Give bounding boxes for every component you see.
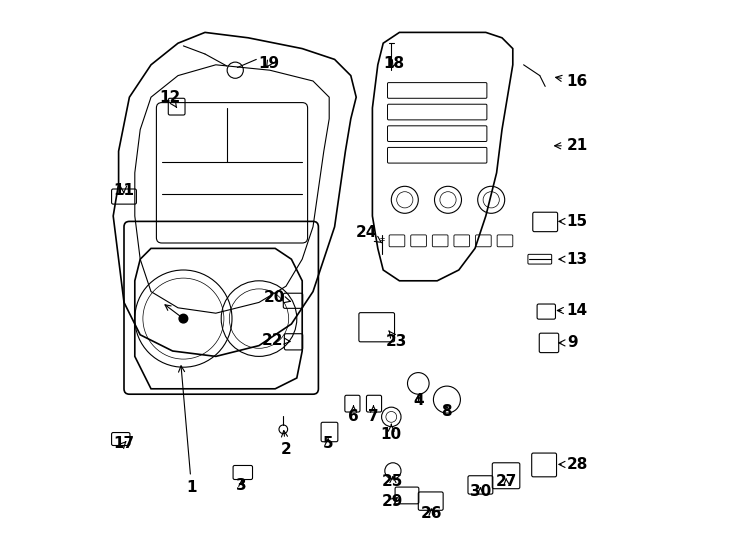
Text: 28: 28	[559, 457, 588, 472]
Text: 22: 22	[262, 333, 290, 348]
Text: 18: 18	[383, 56, 404, 71]
Text: 4: 4	[413, 393, 424, 408]
Text: 10: 10	[381, 424, 401, 442]
Text: 25: 25	[382, 474, 404, 489]
Text: 27: 27	[495, 474, 517, 489]
Text: 9: 9	[559, 335, 578, 350]
Text: 20: 20	[264, 289, 291, 305]
Text: 29: 29	[382, 494, 404, 509]
Text: 19: 19	[258, 56, 279, 71]
Text: 16: 16	[556, 73, 588, 89]
Text: 30: 30	[470, 484, 491, 499]
Text: 13: 13	[559, 252, 588, 267]
Text: 3: 3	[236, 478, 247, 494]
Text: 15: 15	[559, 214, 588, 229]
Text: 7: 7	[368, 406, 379, 424]
Text: 1: 1	[178, 366, 197, 495]
Text: 26: 26	[421, 505, 443, 521]
Text: 21: 21	[555, 138, 588, 153]
Circle shape	[179, 314, 188, 323]
Text: 11: 11	[113, 183, 134, 198]
Text: 2: 2	[280, 430, 291, 457]
Text: 12: 12	[159, 90, 181, 107]
Text: 23: 23	[386, 331, 407, 349]
Text: 17: 17	[113, 436, 134, 451]
Text: 14: 14	[557, 303, 588, 318]
Text: 24: 24	[355, 225, 382, 243]
Text: 8: 8	[442, 404, 452, 419]
Text: 5: 5	[323, 436, 333, 451]
Text: 6: 6	[348, 406, 359, 424]
